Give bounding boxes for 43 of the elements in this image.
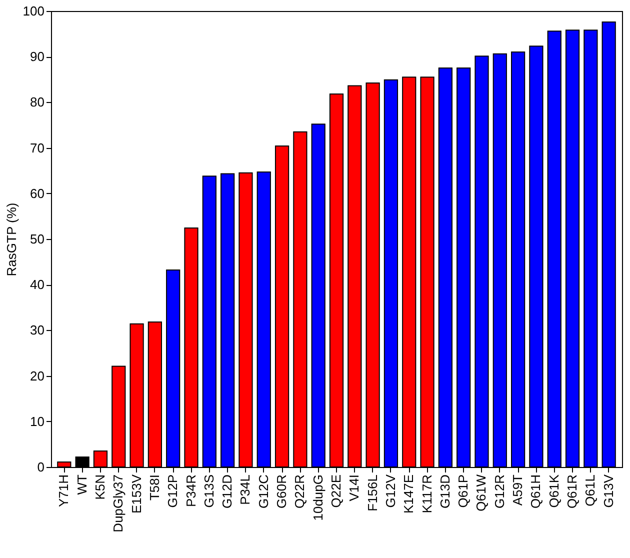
y-tick-label: 60 [30, 186, 44, 201]
x-tick-label: T58I [146, 474, 162, 501]
x-tick-label: K117R [419, 474, 434, 514]
x-tick-label: G12V [382, 474, 398, 508]
y-tick-label: 0 [37, 460, 44, 474]
x-tick-label: Q22R [292, 474, 308, 508]
y-tick-label: 40 [30, 277, 44, 292]
x-tick-label: G13S [201, 474, 216, 508]
y-axis-title: RasGTP (%) [4, 202, 19, 276]
x-tick-label: Q61H [528, 474, 544, 508]
x-tick-label: K5N [92, 474, 108, 500]
x-tick-label: G13V [600, 474, 616, 508]
x-tick-label: V14I [346, 474, 362, 502]
x-tick-label: Y71H [56, 474, 72, 508]
y-tick-label: 20 [30, 368, 44, 384]
x-tick-label: DupGly37 [110, 474, 126, 532]
y-tick-label: 70 [30, 140, 44, 156]
x-tick-label: A59T [510, 474, 526, 506]
x-tick-label: K147E [401, 474, 416, 514]
x-tick-label: G12D [220, 474, 235, 508]
y-tick-label: 30 [30, 322, 44, 338]
x-tick-label: Q61L [582, 474, 598, 506]
y-tick-label: 90 [30, 49, 44, 64]
x-tick-label: Q61R [564, 474, 580, 508]
x-tick-label: Q61K [546, 474, 562, 508]
x-tick-label: P34R [183, 474, 198, 508]
x-tick-label: Q61P [456, 474, 471, 508]
x-tick-label: G12C [256, 474, 271, 508]
y-tick-label: 50 [30, 232, 44, 246]
x-tick-label: E153V [128, 474, 144, 514]
x-tick-label: 10dupG [310, 474, 326, 521]
x-tick-label: WT [74, 474, 90, 495]
y-tick-label: 10 [30, 414, 44, 429]
x-tick-label: G12P [165, 474, 180, 508]
x-tick-label: G12R [492, 474, 507, 508]
x-tick-label: Q61W [474, 474, 489, 512]
x-tick-label: G60R [274, 474, 290, 508]
x-tick-label: P34L [238, 474, 253, 505]
y-tick-label: 80 [30, 94, 44, 110]
x-tick-label: G13D [437, 474, 452, 508]
x-tick-label: F156L [364, 474, 380, 512]
x-tick-label: Q22E [328, 474, 344, 508]
y-tick-label: 100 [22, 4, 44, 18]
